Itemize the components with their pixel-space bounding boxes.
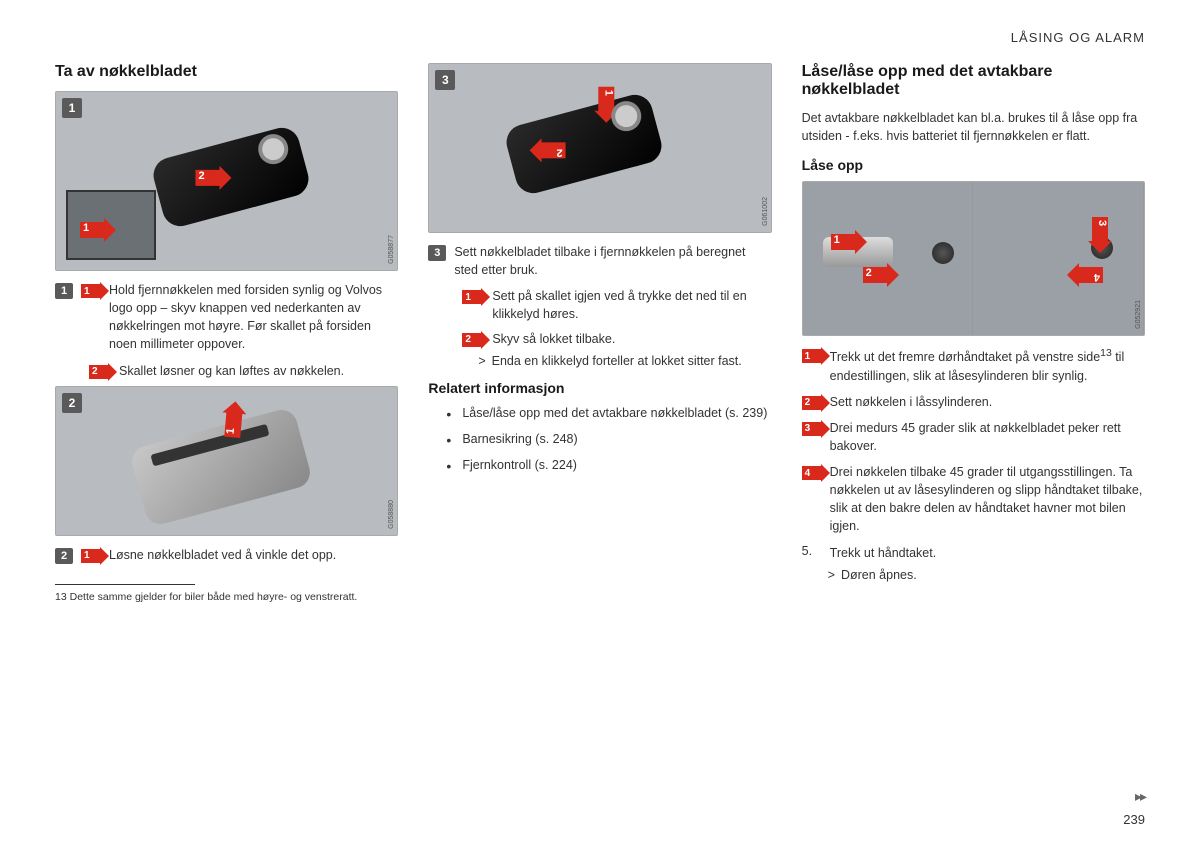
step-text: Hold fjernnøkkelen med forsiden synlig o… bbox=[109, 281, 398, 354]
key-fob-illustration: 2 bbox=[149, 124, 312, 230]
image-code: G052921 bbox=[1135, 300, 1142, 329]
figure-1-number: 1 bbox=[62, 98, 82, 118]
step-arrow-icon: 3 bbox=[802, 422, 822, 436]
step-arrow-icon: 4 bbox=[802, 466, 822, 480]
step-row: 4 Drei nøkkelen tilbake 45 grader til ut… bbox=[802, 463, 1145, 536]
step-number-box: 2 bbox=[55, 548, 73, 564]
figure-1: 1 2 1 G058877 bbox=[55, 91, 398, 271]
result-text: Enda en klikkelyd forteller at lokket si… bbox=[492, 354, 742, 368]
key-blade-illustration: 1 bbox=[129, 406, 314, 527]
step-text: Løsne nøkkelbladet ved å vinkle det opp. bbox=[109, 546, 398, 564]
related-link[interactable]: Fjernkontroll (s. 224) bbox=[446, 456, 771, 474]
arrow-callout: 4 bbox=[1077, 267, 1103, 283]
step-arrow-icon: 1 bbox=[462, 290, 482, 304]
footnote-text: 13 Dette samme gjelder for biler både me… bbox=[55, 590, 398, 605]
footnote-ref: 13 bbox=[1100, 348, 1112, 359]
door-handle-left: 1 2 bbox=[803, 182, 974, 335]
door-handle-right: 3 4 bbox=[973, 182, 1144, 335]
arrow-callout: 2 bbox=[863, 267, 889, 283]
related-info-list: Låse/låse opp med det avtakbare nøkkelbl… bbox=[446, 404, 771, 474]
step-row: 1 1 Hold fjernnøkkelen med forsiden synl… bbox=[55, 281, 398, 354]
step-arrow-icon: 2 bbox=[462, 333, 482, 347]
step-number-box: 1 bbox=[55, 283, 73, 299]
main-columns: Ta av nøkkelbladet 1 2 1 G058877 1 1 Hol… bbox=[55, 63, 1145, 605]
step-row: 1 Sett på skallet igjen ved å trykke det… bbox=[462, 287, 771, 323]
column-1: Ta av nøkkelbladet 1 2 1 G058877 1 1 Hol… bbox=[55, 63, 398, 605]
step-row: 3 Sett nøkkelbladet tilbake i fjernnøkke… bbox=[428, 243, 771, 279]
result-line: > Enda en klikkelyd forteller at lokket … bbox=[478, 354, 771, 368]
inset-detail: 1 bbox=[66, 190, 156, 260]
result-text: Døren åpnes. bbox=[841, 568, 917, 582]
step-number-box: 3 bbox=[428, 245, 446, 261]
figure-3-number: 3 bbox=[435, 70, 455, 90]
col1-title: Ta av nøkkelbladet bbox=[55, 63, 398, 81]
step-arrow-icon: 2 bbox=[89, 365, 109, 379]
step-text: Skyv så lokket tilbake. bbox=[492, 330, 771, 348]
step-arrow-icon: 2 bbox=[802, 396, 822, 410]
step-row: 2 1 Løsne nøkkelbladet ved å vinkle det … bbox=[55, 546, 398, 564]
related-info-title: Relatert informasjon bbox=[428, 380, 771, 396]
step-row: 3 Drei medurs 45 grader slik at nøkkelbl… bbox=[802, 419, 1145, 455]
step-arrow-icon: 1 bbox=[802, 349, 822, 363]
step-arrow-icon: 1 bbox=[81, 549, 101, 563]
result-line: > Døren åpnes. bbox=[828, 568, 1145, 582]
figure-3: 3 1 2 G061002 bbox=[428, 63, 771, 233]
step-row: 2 Skallet løsner og kan løftes av nøkkel… bbox=[89, 362, 398, 380]
related-link[interactable]: Barnesikring (s. 248) bbox=[446, 430, 771, 448]
arrow-callout: 2 bbox=[540, 142, 566, 158]
arrow-callout: 1 bbox=[80, 222, 106, 238]
image-code: G058877 bbox=[388, 235, 395, 264]
step-text: Sett nøkkelen i låssylinderen. bbox=[830, 393, 1145, 411]
step-row: 1 Trekk ut det fremre dørhåndtaket på ve… bbox=[802, 346, 1145, 384]
image-code: G058880 bbox=[388, 500, 395, 529]
figure-unlock: 1 2 3 4 G052921 bbox=[802, 181, 1145, 336]
arrow-callout: 1 bbox=[599, 87, 615, 113]
step-text: Sett nøkkelbladet tilbake i fjernnøkkele… bbox=[454, 243, 771, 279]
step-text: Drei medurs 45 grader slik at nøkkelblad… bbox=[830, 419, 1145, 455]
footnote-rule bbox=[55, 584, 195, 585]
footnote-ref: 13 bbox=[55, 591, 67, 603]
key-fob-illustration: 1 2 bbox=[503, 91, 666, 197]
image-code: G061002 bbox=[762, 197, 769, 226]
step-arrow-icon: 1 bbox=[81, 284, 101, 298]
footnote-body: Dette samme gjelder for biler både med h… bbox=[70, 591, 358, 603]
page-number: 239 bbox=[1123, 812, 1145, 827]
lock-cylinder bbox=[932, 242, 954, 264]
step-row: 5. Trekk ut håndtaket. bbox=[802, 544, 1145, 562]
arrow-callout: 2 bbox=[195, 170, 221, 186]
step-text: Drei nøkkelen tilbake 45 grader til utga… bbox=[830, 463, 1145, 536]
result-marker: > bbox=[828, 568, 835, 582]
column-3: Låse/låse opp med det avtakbare nøkkelbl… bbox=[802, 63, 1145, 605]
step-row: 2 Sett nøkkelen i låssylinderen. bbox=[802, 393, 1145, 411]
arrow-callout: 3 bbox=[1092, 217, 1108, 243]
col3-title: Låse/låse opp med det avtakbare nøkkelbl… bbox=[802, 63, 1145, 99]
result-marker: > bbox=[478, 354, 485, 368]
figure-2-number: 2 bbox=[62, 393, 82, 413]
section-header: LÅSING OG ALARM bbox=[55, 30, 1145, 45]
step-text: Skallet løsner og kan løftes av nøkkelen… bbox=[119, 362, 398, 380]
step-row: 2 Skyv så lokket tilbake. bbox=[462, 330, 771, 348]
col3-intro: Det avtakbare nøkkelbladet kan bl.a. bru… bbox=[802, 109, 1145, 145]
step-text: Trekk ut håndtaket. bbox=[830, 544, 1145, 562]
arrow-callout: 1 bbox=[224, 410, 242, 437]
arrow-callout: 1 bbox=[831, 234, 857, 250]
step-text-a: Trekk ut det fremre dørhåndtaket på vens… bbox=[830, 350, 1101, 364]
step-number: 5. bbox=[802, 544, 822, 562]
col3-subtitle: Låse opp bbox=[802, 157, 1145, 173]
step-text: Trekk ut det fremre dørhåndtaket på vens… bbox=[830, 346, 1145, 384]
step-text: Sett på skallet igjen ved å trykke det n… bbox=[492, 287, 771, 323]
column-2: 3 1 2 G061002 3 Sett nøkkelbladet tilbak… bbox=[428, 63, 771, 605]
figure-2: 2 1 G058880 bbox=[55, 386, 398, 536]
related-link[interactable]: Låse/låse opp med det avtakbare nøkkelbl… bbox=[446, 404, 771, 422]
continue-indicator: ▸▸ bbox=[1135, 788, 1145, 805]
